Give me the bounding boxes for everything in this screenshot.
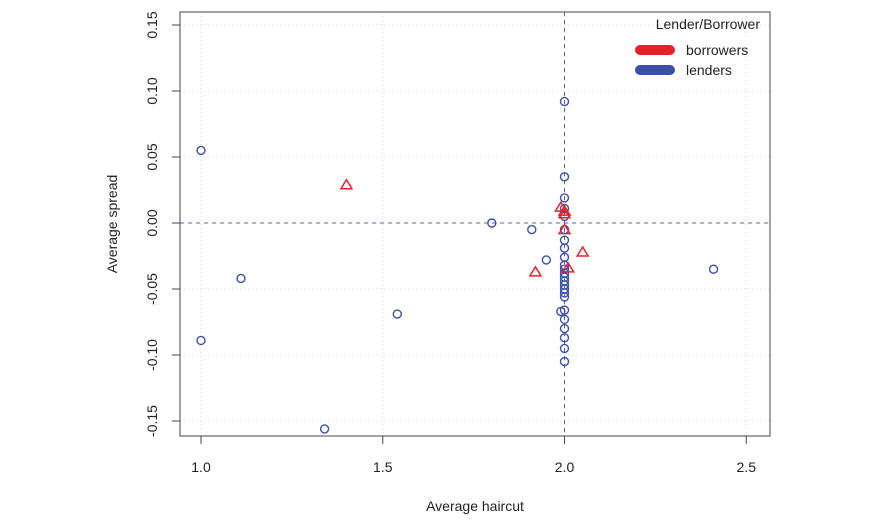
y-tick-label: 0.15: [144, 11, 160, 38]
borrower-point: [561, 261, 575, 273]
y-tick-label: -0.05: [144, 273, 160, 305]
borrower-point: [557, 207, 572, 219]
y-tick-label: 0.10: [144, 77, 160, 104]
lender-point: [559, 243, 570, 253]
borrower-point: [528, 265, 543, 277]
lender-point: [559, 356, 570, 367]
y-axis-label: Average spread: [104, 175, 120, 274]
lender-point: [559, 292, 570, 302]
lender-point: [559, 305, 570, 315]
lender-point: [527, 224, 537, 235]
x-axis: 1.0 1.5 2.0 2.5: [191, 436, 756, 475]
borrower-point: [575, 245, 590, 257]
lender-point: [559, 314, 570, 325]
data-points: [196, 96, 719, 434]
y-tick-label: -0.10: [144, 339, 160, 371]
lender-point: [392, 309, 402, 319]
borrower-point: [557, 204, 572, 216]
lender-point: [559, 288, 570, 298]
lender-point: [319, 424, 330, 434]
borrower-point: [557, 223, 572, 235]
reference-lines: [180, 12, 770, 436]
x-tick-label: 1.5: [373, 459, 393, 475]
lender-point: [559, 323, 570, 334]
legend-title: Lender/Borrower: [656, 16, 761, 32]
grid: [180, 12, 770, 436]
borrower-point: [339, 178, 354, 190]
x-tick-label: 2.0: [555, 459, 575, 475]
y-tick-label: 0.00: [144, 209, 160, 236]
legend-label-lenders: lenders: [686, 62, 732, 78]
legend: Lender/Borrower borrowers lenders: [635, 16, 761, 78]
lender-point: [541, 255, 552, 265]
y-axis: -0.15 -0.10 -0.05 0.00 0.05 0.10 0.15: [144, 11, 180, 437]
lender-point: [196, 335, 206, 346]
plot-frame: [179, 11, 771, 437]
lender-point: [708, 264, 719, 274]
y-tick-label: -0.15: [144, 405, 160, 437]
lender-point: [487, 218, 497, 228]
lender-point: [559, 96, 570, 107]
lender-point: [559, 172, 570, 182]
lender-point: [559, 193, 570, 203]
x-axis-label: Average haircut: [426, 498, 524, 514]
lender-point: [559, 343, 570, 354]
x-tick-label: 1.0: [191, 459, 211, 475]
legend-label-borrowers: borrowers: [686, 42, 748, 58]
y-tick-label: 0.05: [144, 143, 160, 170]
lender-point: [236, 273, 246, 284]
x-tick-label: 2.5: [737, 459, 757, 475]
lender-point: [196, 145, 206, 156]
lender-point: [559, 333, 570, 343]
